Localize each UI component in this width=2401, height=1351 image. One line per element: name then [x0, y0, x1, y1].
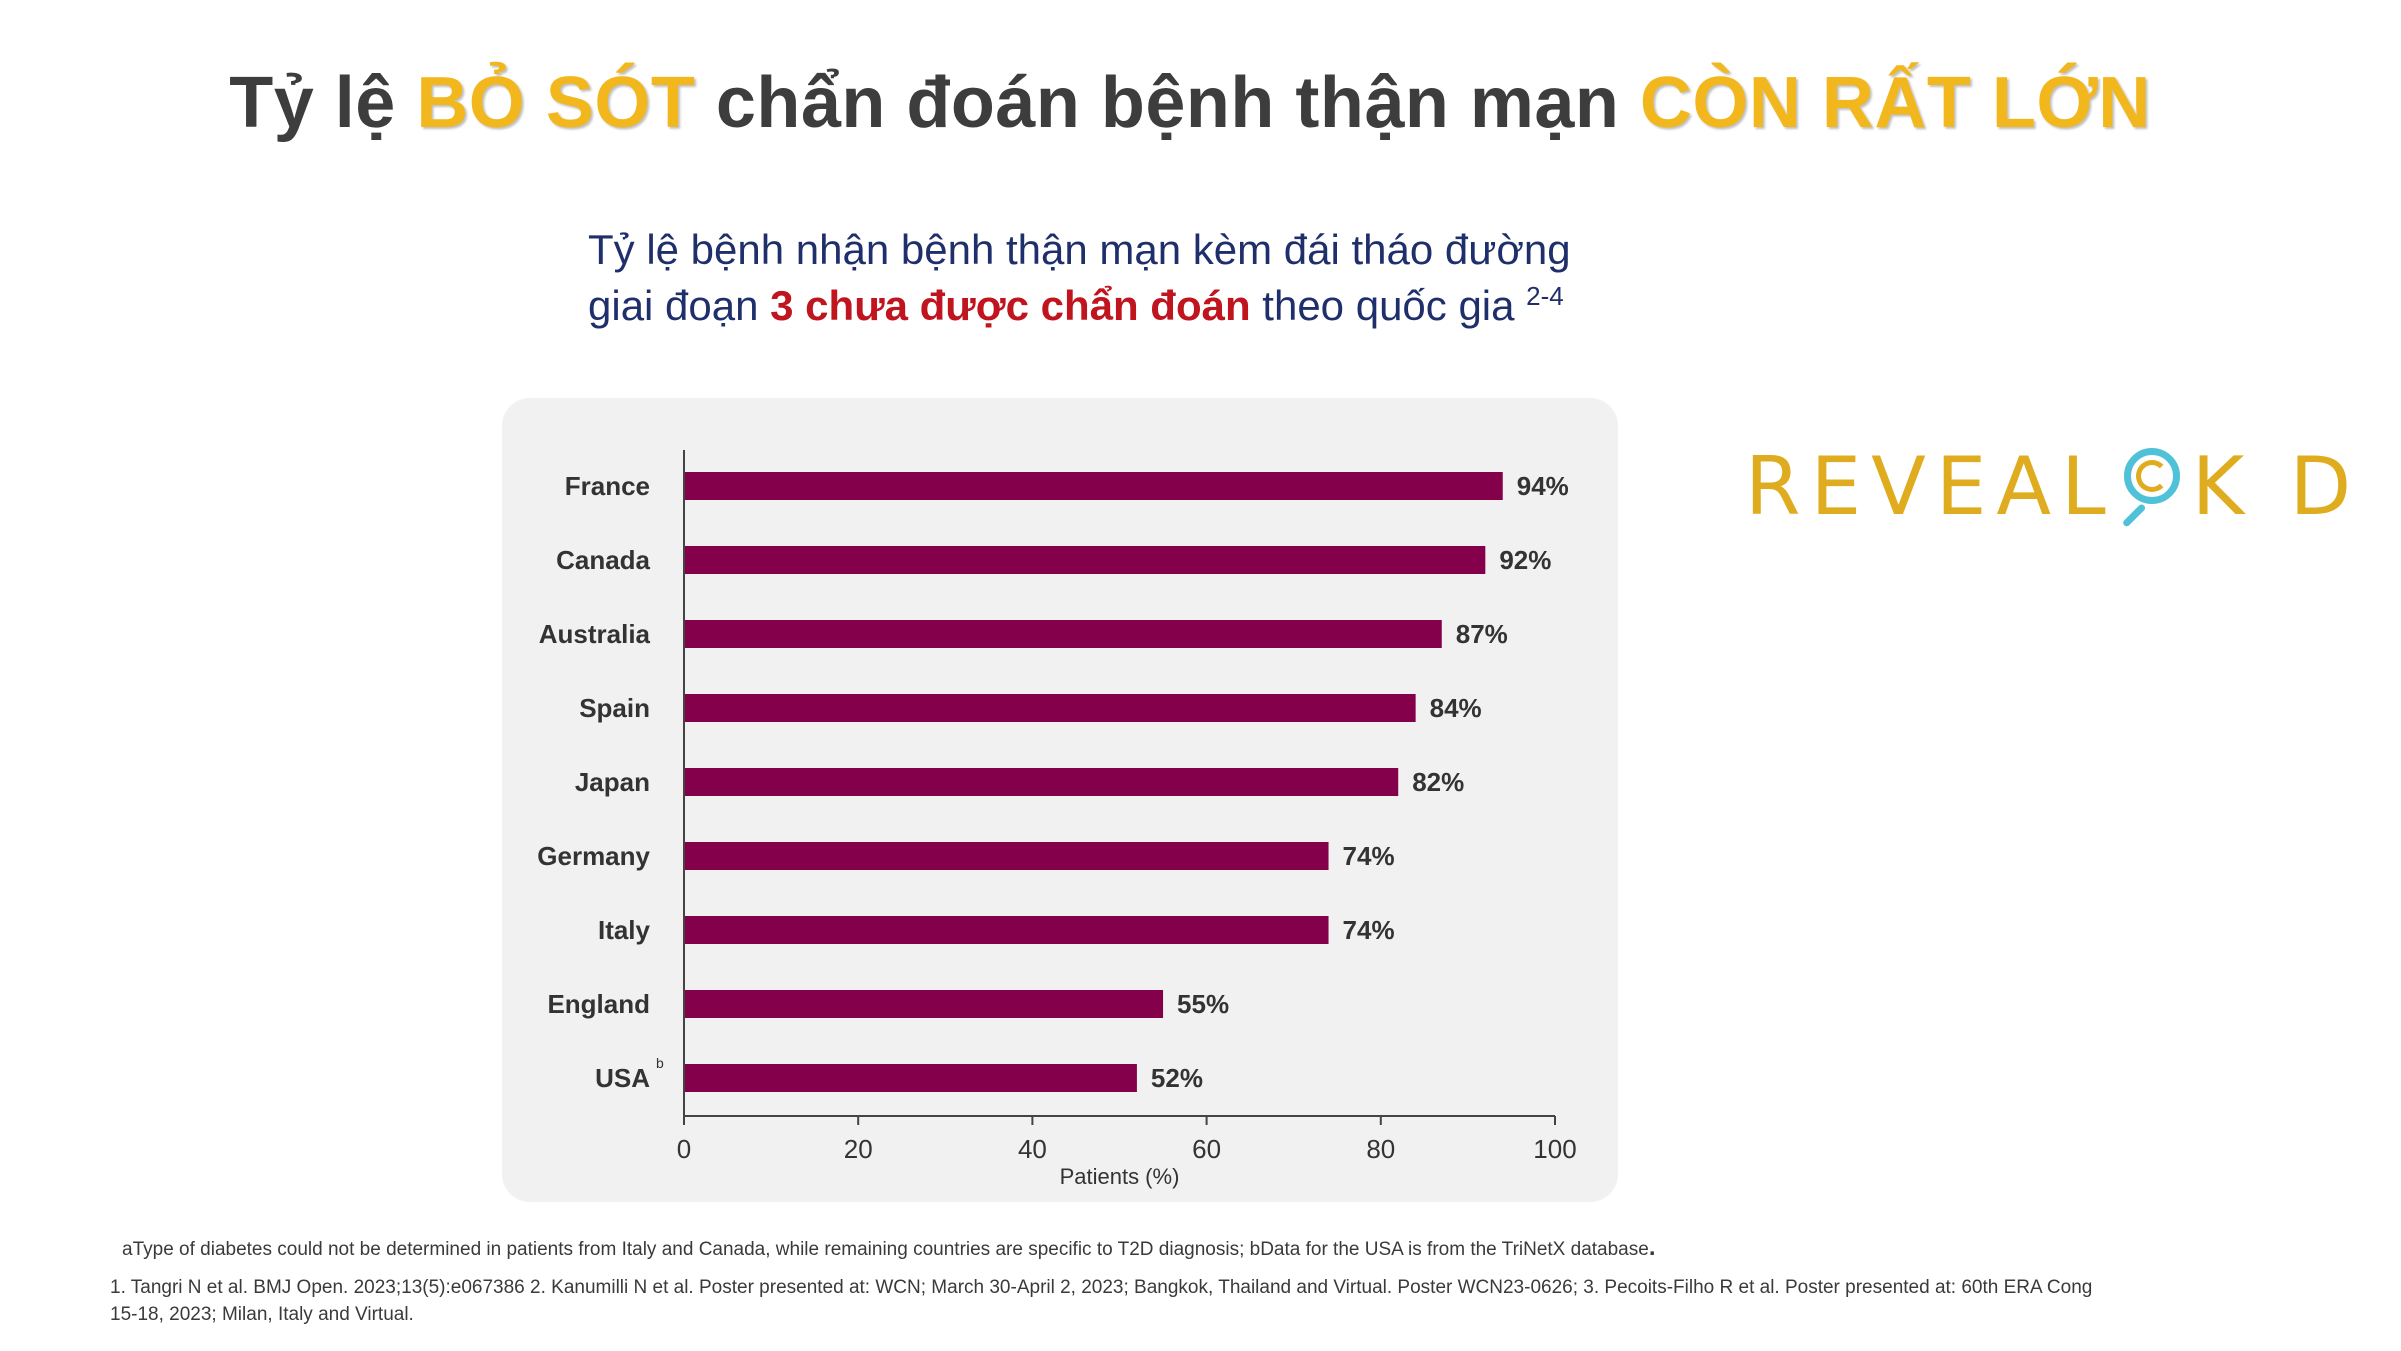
bar-australia — [684, 620, 1442, 648]
data-label-england: 55% — [1177, 989, 1229, 1019]
chart-panel: France 94% Canada 92% Australia 87% Spain 84% Ja… — [502, 398, 1618, 1202]
bar-france — [684, 472, 1503, 500]
title-highlight-1: BỎ SÓT — [416, 63, 696, 143]
subtitle-line-2-post: theo quốc gia — [1250, 282, 1527, 329]
category-label-england: England — [547, 989, 650, 1019]
bar-italy — [684, 916, 1329, 944]
data-label-italy: 74% — [1343, 915, 1395, 945]
subtitle-line-2: giai đoạn 3 chưa được chẩn đoán theo quố… — [588, 278, 1571, 334]
logo-text-left: REVEAL — [1745, 440, 2116, 533]
data-label-canada: 92% — [1499, 545, 1551, 575]
x-axis-label: Patients (%) — [1060, 1164, 1180, 1189]
subtitle-reference-sup: 2-4 — [1526, 281, 1564, 311]
x-tick-label-20: 20 — [844, 1134, 873, 1164]
category-label-spain: Spain — [579, 693, 650, 723]
category-label-italy: Italy — [598, 915, 651, 945]
data-label-usa: 52% — [1151, 1063, 1203, 1093]
bar-england — [684, 990, 1164, 1018]
footnote-dot: . — [1648, 1234, 1656, 1261]
logo-text-right: K D — [2191, 440, 2362, 533]
references-line-2: 15-18, 2023; Milan, Italy and Virtual. — [110, 1304, 414, 1325]
subtitle-line-1: Tỷ lệ bệnh nhận bệnh thận mạn kèm đái th… — [588, 226, 1571, 273]
title-part-1: Tỷ lệ — [229, 63, 417, 143]
footnote-text: aType of diabetes could not be determine… — [122, 1239, 1649, 1260]
x-tick-label-0: 0 — [677, 1134, 691, 1164]
title-part-2: chẩn đoán bệnh thận mạn — [695, 63, 1640, 143]
bar-japan — [684, 768, 1399, 796]
data-label-germany: 74% — [1343, 841, 1395, 871]
category-label-germany: Germany — [537, 841, 650, 871]
bar-canada — [684, 546, 1486, 574]
data-label-japan: 82% — [1412, 767, 1464, 797]
references: 1. Tangri N et al. BMJ Open. 2023;13(5):… — [110, 1274, 2220, 1334]
bar-chart: France 94% Canada 92% Australia 87% Spain 84% Ja… — [537, 450, 1577, 1189]
x-tick-label-60: 60 — [1192, 1134, 1221, 1164]
data-label-france: 94% — [1517, 471, 1569, 501]
subtitle-highlight: 3 chưa được chẩn đoán — [770, 282, 1251, 329]
category-superscript-usa: b — [656, 1055, 664, 1071]
reveal-ckd-logo: REVEAL K D — [1745, 440, 2361, 533]
bar-usa — [684, 1064, 1137, 1092]
data-label-australia: 87% — [1456, 619, 1508, 649]
chart-subtitle: Tỷ lệ bệnh nhận bệnh thận mạn kèm đái th… — [588, 222, 1571, 334]
title-highlight-2: CÒN RẤT LỚN — [1639, 63, 2151, 143]
x-tick-label-80: 80 — [1366, 1134, 1395, 1164]
category-label-france: France — [565, 471, 650, 501]
x-tick-label-100: 100 — [1533, 1134, 1576, 1164]
category-label-japan: Japan — [575, 767, 650, 797]
bar-spain — [684, 694, 1416, 722]
footnote: aType of diabetes could not be determine… — [122, 1234, 1656, 1262]
category-label-australia: Australia — [539, 619, 651, 649]
category-label-canada: Canada — [556, 545, 650, 575]
references-line-1: 1. Tangri N et al. BMJ Open. 2023;13(5):… — [110, 1277, 2093, 1298]
data-label-spain: 84% — [1430, 693, 1482, 723]
category-label-usa: USA — [595, 1063, 650, 1093]
x-tick-label-40: 40 — [1018, 1134, 1047, 1164]
subtitle-line-2-pre: giai đoạn — [588, 282, 771, 329]
bar-germany — [684, 842, 1329, 870]
magnifier-icon — [2116, 442, 2192, 528]
page-title: Tỷ lệ BỎ SÓT chẩn đoán bệnh thận mạn CÒN… — [0, 62, 2380, 144]
